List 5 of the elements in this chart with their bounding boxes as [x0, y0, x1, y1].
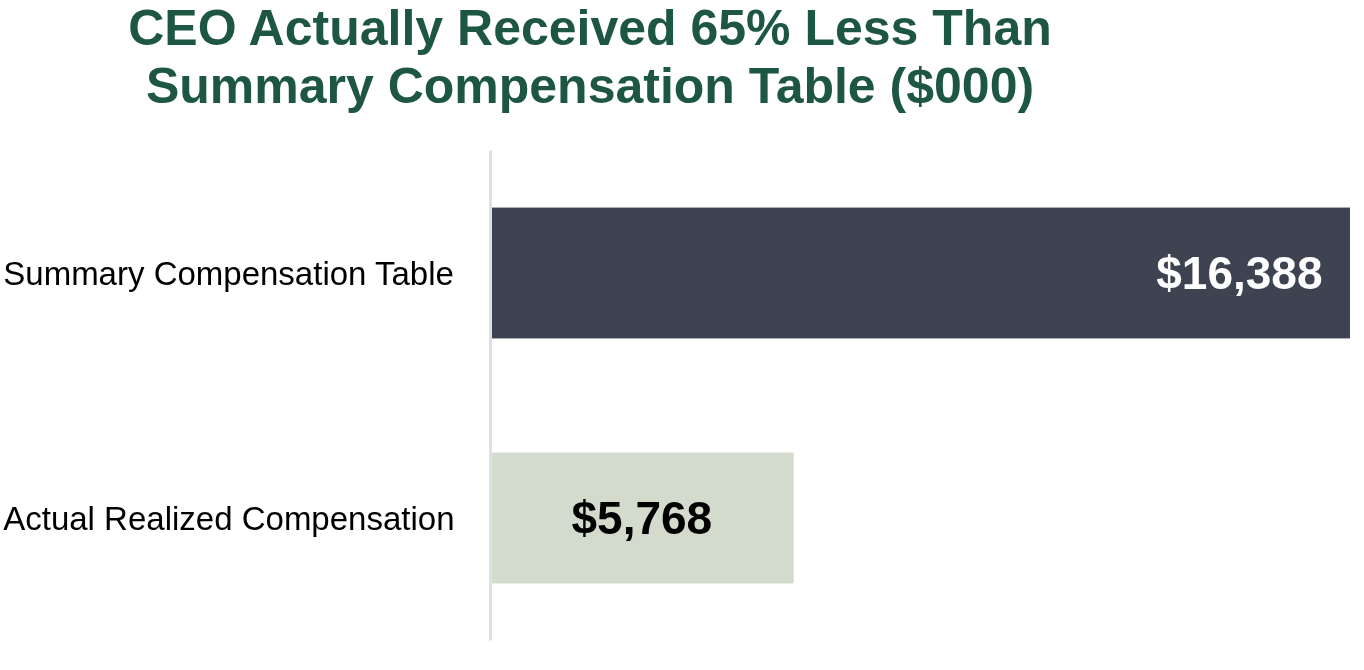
chart-title: CEO Actually Received 65% Less Than Summary Compensation Table ($000)	[127, 0, 1053, 115]
y-tick-label: Actual Realized Compensation	[3, 499, 455, 537]
y-tick-label: Summary Compensation Table	[3, 254, 454, 292]
data-label: $5,768	[571, 492, 713, 544]
data-label: $16,388	[1156, 247, 1323, 299]
